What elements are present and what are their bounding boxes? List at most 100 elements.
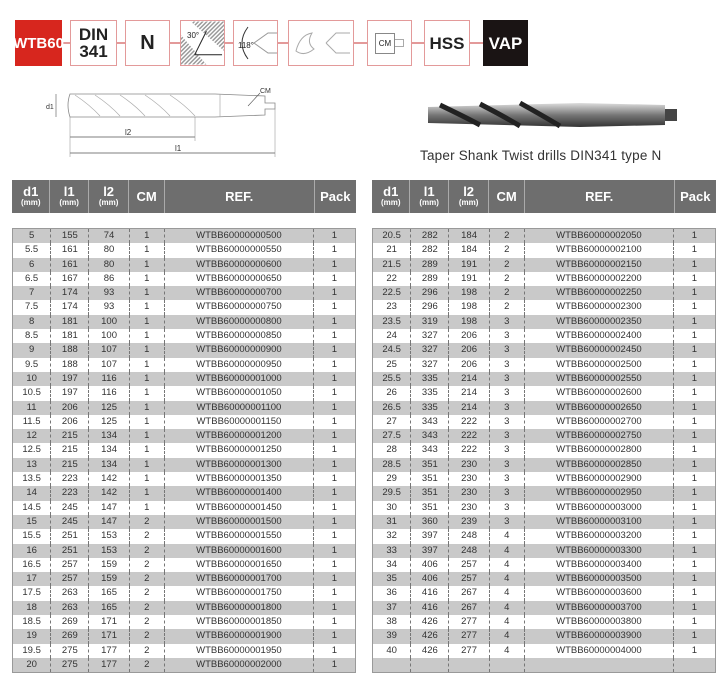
table-row: 27 343 222 3 WTBB60000002700 1 [373, 414, 715, 430]
cell-l1: 174 [51, 300, 90, 315]
cell-cm: 3 [490, 472, 525, 487]
cell-cm: 2 [130, 514, 165, 530]
col-cm: CM [489, 180, 525, 213]
table-header: d1 (mm) l1 (mm) l2 (mm) CM REF. Pack [372, 180, 716, 213]
cell-d1: 5.5 [13, 243, 52, 258]
cell-ref: WTBB60000002800 [525, 443, 674, 458]
cell-l2: 80 [89, 257, 130, 272]
cell-cm: 3 [490, 314, 525, 330]
cell-pack: 1 [691, 558, 698, 570]
cell-d1: 12.5 [13, 443, 52, 458]
cell-cm: 2 [130, 572, 165, 587]
cell-l2: 165 [89, 586, 130, 601]
cell-d1: 23 [373, 300, 412, 315]
cell-pack: 1 [331, 658, 338, 670]
cell-d1: 6 [13, 257, 52, 272]
cell-d1: 16.5 [13, 557, 52, 573]
point-angle-30-icon: 30° [180, 20, 225, 66]
cell-l2: 198 [449, 300, 490, 315]
cell-l1: 275 [51, 657, 90, 673]
cell-l2: 125 [89, 414, 130, 430]
cell-cm: 2 [490, 286, 525, 301]
table-row: 39 426 277 4 WTBB60000003900 1 [373, 629, 715, 644]
cell-d1: 23.5 [373, 314, 412, 330]
table-row: 13.5 223 142 1 WTBB60000001350 1 [13, 472, 355, 487]
cell-l1: 181 [51, 314, 90, 330]
cell-l2: 134 [89, 429, 130, 444]
cell-cm: 2 [130, 529, 165, 544]
cell-pack: 1 [331, 458, 338, 470]
cell-ref: WTBB60000003000 [525, 500, 674, 515]
cell-l1: 351 [411, 472, 450, 487]
cell-cm: 3 [490, 400, 525, 415]
cell-pack: 1 [331, 387, 338, 399]
drill-product-photo [428, 100, 677, 129]
cell-pack: 1 [691, 244, 698, 256]
cell-l1: 161 [51, 257, 90, 272]
cell-pack: 1 [691, 444, 698, 456]
cell-l2: 222 [449, 429, 490, 444]
col-d1: d1 (mm) [12, 180, 51, 213]
cell-pack: 1 [331, 287, 338, 299]
cell-ref: WTBB60000001950 [165, 643, 314, 658]
cell-ref: WTBB60000001850 [165, 615, 314, 630]
cell-l1: 416 [411, 586, 450, 601]
cell-pack: 1 [331, 230, 338, 241]
cell-l1: 263 [51, 600, 90, 616]
cell-d1: 19.5 [13, 643, 52, 658]
cell-d1: 38 [373, 615, 412, 630]
specs-table-right: d1 (mm) l1 (mm) l2 (mm) CM REF. Pack 20.5 28… [372, 180, 716, 674]
cell-pack: 1 [691, 315, 698, 327]
badge-label: DIN 341 [78, 25, 109, 61]
cell-l1: 215 [51, 443, 90, 458]
cell-l1: 282 [411, 229, 450, 244]
cell-cm: 3 [490, 386, 525, 401]
cell-l1: 197 [51, 371, 90, 387]
cell-d1: 37 [373, 600, 412, 616]
cell-pack: 1 [331, 558, 338, 570]
cell-d1: 15 [13, 514, 52, 530]
cell-l2: 248 [449, 543, 490, 558]
cell-ref: WTBB60000001900 [165, 629, 314, 644]
cell-l2 [449, 657, 490, 673]
badge-label: VAP [488, 33, 523, 53]
cell-ref: WTBB60000002600 [525, 386, 674, 401]
cell-ref: WTBB60000001250 [165, 443, 314, 458]
cm-label: CM [260, 88, 271, 95]
table-row: 9 188 107 1 WTBB60000000900 1 [13, 343, 355, 358]
cell-l1: 197 [51, 386, 90, 401]
cell-d1: 15.5 [13, 529, 52, 544]
cell-l2: 107 [89, 357, 130, 372]
cell-l2: 198 [449, 286, 490, 301]
cell-l1: 296 [411, 300, 450, 315]
cell-ref: WTBB60000003800 [525, 615, 674, 630]
cell-cm: 2 [130, 615, 165, 630]
table-row: 9.5 188 107 1 WTBB60000000950 1 [13, 357, 355, 372]
cell-l2: 177 [89, 657, 130, 673]
d1-label: d1 [46, 104, 54, 111]
badge-label: N [140, 31, 155, 54]
cell-ref: WTBB60000002900 [525, 472, 674, 487]
table-row: 31 360 239 3 WTBB60000003100 1 [373, 514, 715, 530]
table-row: 33 397 248 4 WTBB60000003300 1 [373, 543, 715, 558]
cell-ref: WTBB60000002250 [525, 286, 674, 301]
cell-ref: WTBB60000000950 [165, 357, 314, 372]
cell-cm: 3 [490, 457, 525, 473]
cell-cm: 4 [490, 572, 525, 587]
cell-ref: WTBB60000002550 [525, 371, 674, 387]
table-row: 35 406 257 4 WTBB60000003500 1 [373, 572, 715, 587]
cell-l1: 327 [411, 343, 450, 358]
cell-l1: 245 [51, 500, 90, 515]
cell-cm: 1 [130, 457, 165, 473]
cell-pack: 1 [691, 573, 698, 585]
cell-ref: WTBB60000002200 [525, 271, 674, 287]
drill-tip-profile-icon [288, 20, 354, 66]
cell-ref: WTBB60000001700 [165, 572, 314, 587]
cell-l2: 147 [89, 514, 130, 530]
cell-d1: 24 [373, 329, 412, 344]
col-pack: Pack [320, 188, 351, 204]
cell-l2: 267 [449, 600, 490, 616]
cell-cm: 2 [490, 300, 525, 315]
cell-cm: 1 [130, 329, 165, 344]
table-row: 15 245 147 2 WTBB60000001500 1 [13, 514, 355, 530]
